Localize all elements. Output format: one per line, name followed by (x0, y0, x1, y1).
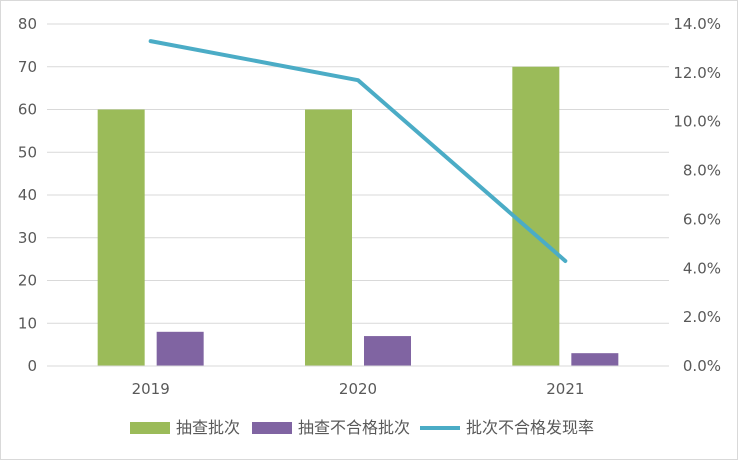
legend-label: 抽查批次 (176, 418, 240, 437)
y-right-tick-label: 4.0% (683, 259, 721, 277)
bar-inspected-2019 (98, 110, 145, 367)
bar-series (98, 67, 619, 366)
y-right-tick-label: 12.0% (673, 64, 721, 82)
x-tick-label: 2021 (546, 380, 584, 398)
y-left-tick-label: 0 (27, 357, 37, 375)
y-left-tick-label: 10 (18, 314, 37, 332)
line-failure-rate (151, 41, 566, 261)
legend-label: 抽查不合格批次 (298, 418, 410, 437)
y-right-tick-label: 0.0% (683, 357, 721, 375)
bar-inspected-2021 (512, 67, 559, 366)
y-right-tick-label: 8.0% (683, 162, 721, 180)
bar-inspected-2020 (305, 110, 352, 367)
bar-failed-2019 (157, 332, 204, 366)
legend-swatch-bar (130, 422, 170, 434)
y-left-tick-label: 40 (18, 186, 37, 204)
y-left-tick-label: 80 (18, 15, 37, 33)
line-series (151, 41, 566, 261)
x-tick-label: 2019 (132, 380, 170, 398)
y-right-tick-label: 2.0% (683, 308, 721, 326)
y-left-tick-label: 20 (18, 272, 37, 290)
y-left-tick-label: 70 (18, 58, 37, 76)
bar-failed-2020 (364, 336, 411, 366)
legend-label: 批次不合格发现率 (466, 418, 594, 437)
x-tick-label: 2020 (339, 380, 377, 398)
y-left-tick-label: 60 (18, 101, 37, 119)
legend: 抽查批次 抽查不合格批次 批次不合格发现率 (130, 418, 594, 437)
y-right-tick-label: 6.0% (683, 210, 721, 228)
y-right-tick-label: 10.0% (673, 113, 721, 131)
y-right-tick-label: 14.0% (673, 15, 721, 33)
y-left-tick-label: 30 (18, 229, 37, 247)
legend-swatch-bar (252, 422, 292, 434)
y-left-tick-label: 50 (18, 143, 37, 161)
bar-failed-2021 (571, 353, 618, 366)
